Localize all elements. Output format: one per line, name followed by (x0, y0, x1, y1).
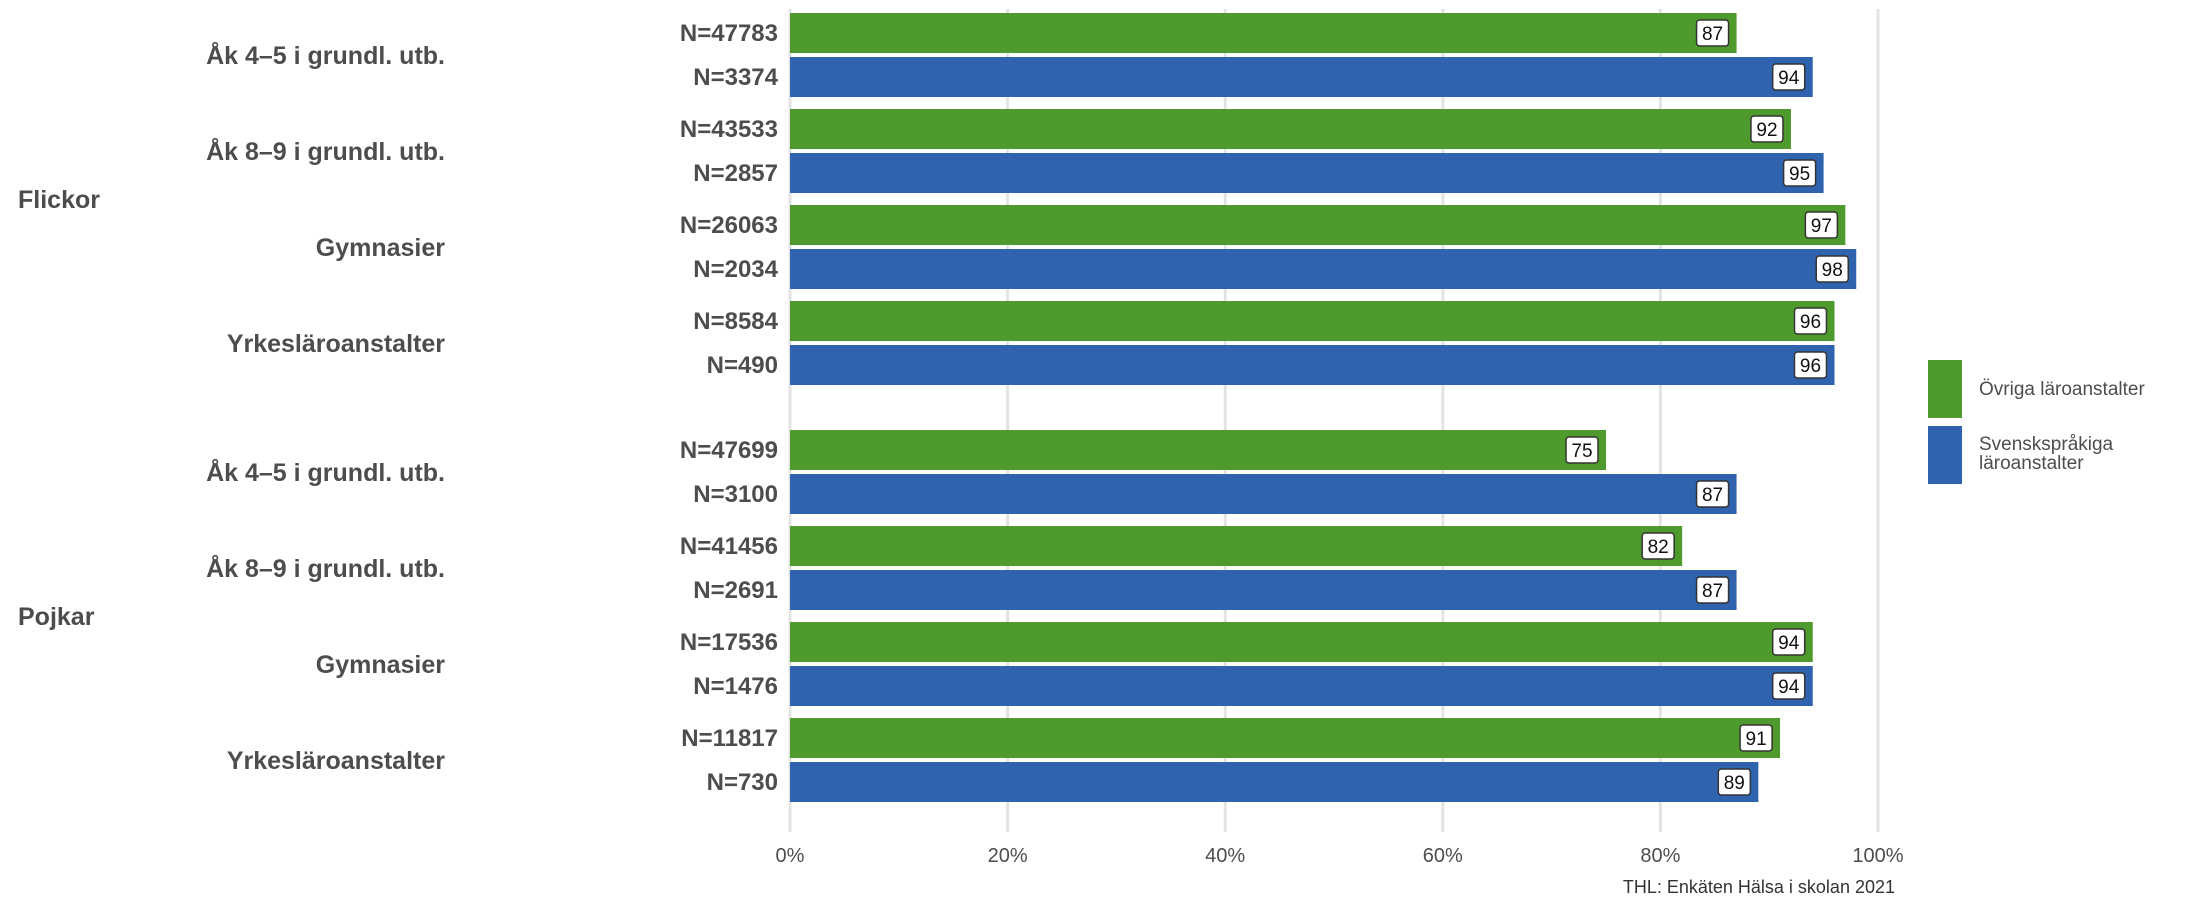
legend-label: läroanstalter (1979, 453, 2084, 474)
labels-layer: N=47783 87 N=3374 94 Åk 4–5 i grundl. utb. N=… (18, 19, 1849, 796)
value-label-box (1739, 724, 1773, 752)
value-label-box (1782, 159, 1817, 187)
bar-ovriga (790, 526, 1683, 566)
value-label-box (1815, 255, 1849, 283)
value-label: 94 (1778, 677, 1800, 698)
n-label: N=8584 (693, 308, 778, 335)
x-tick-label: 40% (1205, 845, 1245, 867)
bar-svensk (790, 345, 1835, 385)
bar-ovriga (790, 205, 1846, 245)
bar-svensk (790, 57, 1813, 97)
value-label: 94 (1778, 633, 1800, 654)
n-label: N=41456 (680, 533, 778, 560)
n-label: N=47783 (680, 20, 778, 47)
bar-ovriga (790, 301, 1835, 341)
n-label: N=11817 (681, 725, 778, 752)
value-label-box (1695, 480, 1730, 508)
category-label: Gymnasier (316, 234, 446, 262)
bar-ovriga (790, 718, 1781, 758)
n-label: N=26063 (680, 212, 778, 239)
value-label: 96 (1800, 356, 1821, 377)
value-label-box (1717, 768, 1752, 796)
legend-label: Övriga läroanstalter (1979, 379, 2145, 400)
value-label-box (1771, 672, 1806, 700)
value-label: 96 (1800, 312, 1821, 333)
n-label: N=47699 (680, 437, 778, 464)
n-label: N=3100 (693, 481, 778, 508)
value-label: 87 (1702, 581, 1723, 602)
value-label: 92 (1756, 120, 1777, 141)
category-label: Åk 8–9 i grundl. utb. (206, 137, 445, 166)
value-label-box (1695, 19, 1730, 47)
bar-svensk (790, 570, 1737, 610)
legend-swatch-svensk (1928, 426, 1962, 484)
n-label: N=43533 (680, 116, 778, 143)
n-label: N=3374 (693, 64, 778, 91)
bar-ovriga (790, 430, 1606, 470)
category-label: Åk 4–5 i grundl. utb. (206, 41, 445, 70)
n-label: N=2857 (693, 160, 778, 187)
value-label-box (1565, 436, 1599, 464)
n-label: N=2691 (693, 577, 778, 604)
bars-layer (790, 13, 1857, 802)
value-label: 94 (1778, 68, 1800, 89)
value-label-box (1695, 576, 1730, 604)
value-label: 91 (1746, 729, 1767, 750)
bar-svensk (790, 474, 1737, 514)
bar-svensk (790, 666, 1813, 706)
value-label: 75 (1571, 441, 1592, 462)
bar-ovriga (790, 13, 1737, 53)
legend: Övriga läroanstalter Svenskspråkigaläroan… (1928, 360, 2145, 484)
category-label: Yrkesläroanstalter (227, 747, 445, 775)
value-label-box (1793, 307, 1828, 335)
value-label: 98 (1822, 260, 1843, 281)
value-label-box (1750, 115, 1784, 143)
category-label: Gymnasier (316, 651, 446, 679)
category-label: Åk 4–5 i grundl. utb. (206, 458, 445, 487)
value-label-box (1641, 532, 1675, 560)
legend-swatch-ovriga (1928, 360, 1962, 418)
group-label: Flickor (18, 186, 100, 214)
n-label: N=17536 (680, 629, 778, 656)
bar-svensk (790, 249, 1857, 289)
value-label: 97 (1811, 216, 1832, 237)
group-label: Pojkar (18, 603, 95, 631)
value-label-box (1771, 628, 1806, 656)
value-label: 87 (1702, 24, 1723, 45)
bar-svensk (790, 153, 1824, 193)
category-label: Åk 8–9 i grundl. utb. (206, 554, 445, 583)
x-tick-label: 60% (1423, 845, 1463, 867)
n-label: N=730 (707, 769, 778, 796)
value-label: 89 (1724, 773, 1745, 794)
value-label-box (1804, 211, 1839, 239)
category-label: Yrkesläroanstalter (227, 330, 445, 358)
legend-label: Svenskspråkiga (1979, 434, 2114, 455)
value-label: 95 (1789, 164, 1810, 185)
value-label: 82 (1648, 537, 1669, 558)
x-tick-label: 100% (1852, 845, 1903, 867)
bar-svensk (790, 762, 1759, 802)
x-tick-label: 80% (1640, 845, 1680, 867)
n-label: N=2034 (693, 256, 778, 283)
value-label-box (1793, 351, 1828, 379)
value-label-box (1771, 63, 1806, 91)
bar-ovriga (790, 109, 1791, 149)
bar-ovriga (790, 622, 1813, 662)
x-tick-label: 0% (776, 845, 805, 867)
n-label: N=490 (707, 352, 778, 379)
n-label: N=1476 (693, 673, 778, 700)
value-label: 87 (1702, 485, 1723, 506)
x-tick-label: 20% (988, 845, 1028, 867)
source-caption: THL: Enkäten Hälsa i skolan 2021 (1623, 877, 1895, 897)
x-axis: 0% 20% 40% 60% 80% 100% (776, 845, 1904, 867)
